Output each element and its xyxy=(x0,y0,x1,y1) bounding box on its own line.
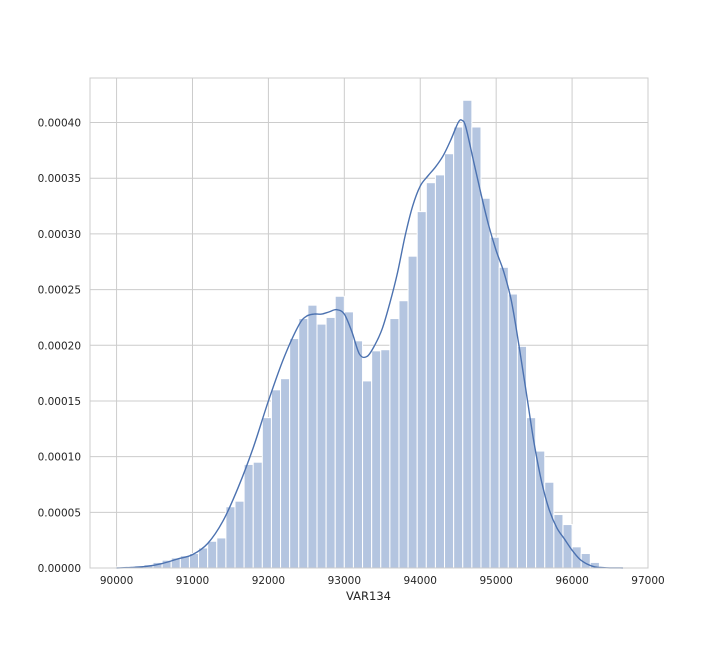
histogram-bar xyxy=(389,318,400,569)
x-tick-label: 94000 xyxy=(404,575,437,587)
y-tick-label: 0.00020 xyxy=(38,340,81,352)
histogram-bar xyxy=(362,380,373,569)
x-tick-label: 93000 xyxy=(328,575,361,587)
x-tick-labels: 90000 91000 92000 93000 94000 95000 96000 97000 xyxy=(100,575,665,587)
histogram-bar xyxy=(352,340,364,569)
y-tick-label: 0.00025 xyxy=(38,285,81,297)
histogram-bar xyxy=(280,378,291,569)
y-tick-labels: 0.00000 0.00005 0.00010 0.00015 0.00020 0.000… xyxy=(38,118,81,575)
histogram-bar xyxy=(270,389,282,569)
histogram-bar xyxy=(316,323,327,569)
density-curve xyxy=(116,119,623,569)
histogram-bar xyxy=(325,316,336,569)
histogram-bar xyxy=(216,537,227,569)
histogram-bar xyxy=(453,126,464,569)
y-tick-label: 0.00035 xyxy=(38,173,81,185)
histogram-bar xyxy=(298,318,309,569)
x-tick-label: 91000 xyxy=(176,575,209,587)
histogram-bar xyxy=(471,126,482,569)
histogram-bar xyxy=(234,500,245,569)
plot-frame xyxy=(89,77,649,569)
histogram-bar xyxy=(343,311,354,569)
histogram-bar xyxy=(307,304,318,569)
histogram-bar xyxy=(252,461,263,569)
y-tick-label: 0.00010 xyxy=(38,452,81,464)
y-tick-label: 0.00030 xyxy=(38,229,81,241)
histogram-bar xyxy=(243,463,254,569)
histogram-bar xyxy=(507,293,518,569)
histogram-bar xyxy=(489,236,500,569)
histogram-bar xyxy=(398,300,409,569)
histogram-bar xyxy=(380,349,391,569)
histogram-bar xyxy=(571,546,582,569)
histogram-bar xyxy=(334,295,345,569)
x-tick-label: 90000 xyxy=(100,575,133,587)
x-tick-label: 95000 xyxy=(479,575,512,587)
histogram-bar xyxy=(516,345,528,569)
x-axis-label: VAR134 xyxy=(346,589,391,603)
kde-line xyxy=(116,119,623,569)
histogram-bar xyxy=(444,153,455,569)
histogram-bar xyxy=(407,255,418,569)
x-tick-label: 92000 xyxy=(252,575,285,587)
y-tick-label: 0.00040 xyxy=(38,118,81,130)
histogram-bar xyxy=(434,174,446,569)
y-tick-label: 0.00015 xyxy=(38,396,81,408)
histogram-bar xyxy=(480,197,491,569)
histogram-bar xyxy=(225,506,236,569)
histogram-bar xyxy=(416,211,427,569)
x-tick-label: 97000 xyxy=(631,575,664,587)
plot-border xyxy=(89,77,649,569)
y-tick-label: 0.00000 xyxy=(38,563,81,575)
histogram-bar xyxy=(498,266,509,569)
histogram-bar xyxy=(553,514,564,569)
histogram-bar xyxy=(535,450,546,569)
histogram-bar xyxy=(261,417,272,569)
histogram-bars xyxy=(116,99,600,569)
histogram-bar xyxy=(371,350,382,569)
histogram-bar xyxy=(289,338,300,569)
y-tick-label: 0.00005 xyxy=(38,507,81,519)
histogram-bar xyxy=(544,481,555,569)
histogram-bar xyxy=(207,540,218,569)
histogram-bar xyxy=(425,182,436,569)
histogram-bar xyxy=(562,524,573,569)
histogram-bar xyxy=(462,99,473,569)
x-tick-label: 96000 xyxy=(555,575,588,587)
